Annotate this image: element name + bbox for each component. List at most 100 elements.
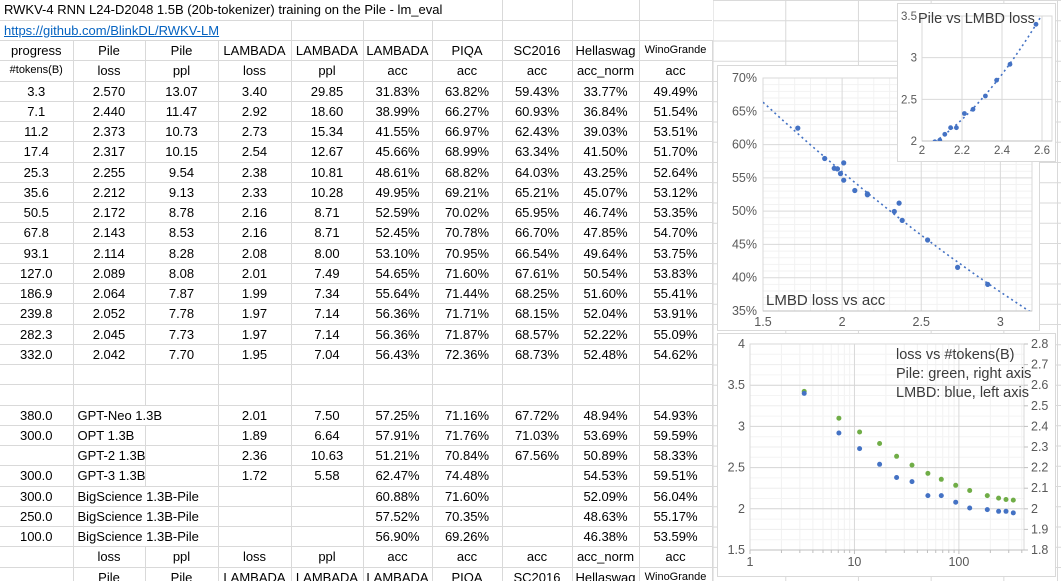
table-cell[interactable]: 50.54%	[572, 263, 640, 285]
table-cell[interactable]	[145, 465, 219, 487]
column-header-lambada[interactable]: LAMBADA	[218, 40, 292, 62]
table-cell[interactable]: 68.15%	[502, 303, 573, 325]
table-cell[interactable]: 7.14	[291, 324, 364, 345]
table-cell[interactable]: 2.92	[218, 101, 292, 123]
table-cell[interactable]: 51.54%	[639, 101, 713, 123]
table-cell[interactable]: 63.34%	[502, 141, 573, 163]
table-cell[interactable]: acc	[639, 546, 713, 568]
table-cell[interactable]: 56.36%	[363, 303, 433, 325]
table-cell[interactable]: 7.04	[291, 344, 364, 366]
table-cell[interactable]: 49.49%	[639, 81, 713, 102]
link-cell[interactable]: https://github.com/BlinkDL/RWKV-LM	[0, 20, 713, 42]
table-cell[interactable]: LAMBADA	[363, 567, 433, 581]
column-header-winogrande[interactable]: WinoGrande	[639, 40, 713, 62]
table-cell[interactable]: 55.17%	[639, 506, 713, 528]
table-cell[interactable]: acc	[502, 546, 573, 568]
table-cell[interactable]: 64.03%	[502, 162, 573, 183]
table-cell[interactable]: 8.28	[145, 243, 219, 264]
table-cell[interactable]: 46.38%	[572, 526, 640, 548]
table-cell[interactable]: 56.90%	[363, 526, 433, 548]
table-cell[interactable]: PIQA	[432, 567, 503, 581]
table-cell[interactable]: 67.56%	[502, 445, 573, 467]
table-cell[interactable]: GPT-3 1.3B	[73, 465, 146, 487]
table-cell[interactable]: 9.54	[145, 162, 219, 183]
table-cell[interactable]: 6.64	[291, 425, 364, 447]
column-subheader-loss[interactable]: loss	[73, 60, 146, 82]
table-cell[interactable]: 70.95%	[432, 243, 503, 264]
table-cell[interactable]	[572, 384, 640, 406]
table-cell[interactable]: 2.01	[218, 405, 292, 426]
table-cell[interactable]: 1.99	[218, 283, 292, 305]
table-cell[interactable]	[0, 445, 74, 467]
table-cell[interactable]: 2.143	[73, 222, 146, 244]
table-cell[interactable]: 52.64%	[639, 162, 713, 183]
table-cell[interactable]: 1.97	[218, 303, 292, 325]
table-cell[interactable]: 46.74%	[572, 202, 640, 224]
table-cell[interactable]: 51.60%	[572, 283, 640, 305]
table-cell[interactable]: 7.34	[291, 283, 364, 305]
table-cell[interactable]: 250.0	[0, 506, 74, 528]
table-cell[interactable]: 2.089	[73, 263, 146, 285]
table-cell[interactable]: 2.114	[73, 243, 146, 264]
table-cell[interactable]: 66.27%	[432, 101, 503, 123]
column-header-lambada[interactable]: LAMBADA	[291, 40, 364, 62]
table-cell[interactable]: 52.45%	[363, 222, 433, 244]
table-cell[interactable]	[291, 364, 364, 386]
table-cell[interactable]: 57.91%	[363, 425, 433, 447]
table-cell[interactable]: 69.26%	[432, 526, 503, 548]
table-cell[interactable]	[145, 364, 219, 386]
table-cell[interactable]: 59.59%	[639, 425, 713, 447]
table-cell[interactable]: 45.07%	[572, 182, 640, 204]
table-cell[interactable]: 57.25%	[363, 405, 433, 426]
table-cell[interactable]	[0, 546, 74, 568]
table-cell[interactable]: loss	[73, 546, 146, 568]
table-cell[interactable]	[73, 364, 146, 386]
table-cell[interactable]	[0, 384, 74, 406]
column-subheader-acc[interactable]: acc	[363, 60, 433, 82]
table-cell[interactable]: 2.064	[73, 283, 146, 305]
table-cell[interactable]: Hellaswag	[572, 567, 640, 581]
table-cell[interactable]: 31.83%	[363, 81, 433, 102]
table-cell[interactable]	[291, 506, 364, 528]
table-cell[interactable]: Pile	[145, 567, 219, 581]
column-header-piqa[interactable]: PIQA	[432, 40, 503, 62]
table-cell[interactable]: 2.01	[218, 263, 292, 285]
table-cell[interactable]	[218, 486, 292, 507]
table-cell[interactable]: 10.73	[145, 121, 219, 143]
table-cell[interactable]: 60.88%	[363, 486, 433, 507]
table-cell[interactable]: 12.67	[291, 141, 364, 163]
table-cell[interactable]: SC2016	[502, 567, 573, 581]
table-cell[interactable]: 62.47%	[363, 465, 433, 487]
table-cell[interactable]: 2.255	[73, 162, 146, 183]
table-cell[interactable]: 239.8	[0, 303, 74, 325]
table-cell[interactable]: 17.4	[0, 141, 74, 163]
table-cell[interactable]: 2.045	[73, 324, 146, 345]
table-cell[interactable]: 70.35%	[432, 506, 503, 528]
table-cell[interactable]: 29.85	[291, 81, 364, 102]
table-cell[interactable]	[363, 384, 433, 406]
table-cell[interactable]: 2.36	[218, 445, 292, 467]
table-cell[interactable]: 53.75%	[639, 243, 713, 264]
column-header-progress[interactable]: progress	[0, 40, 74, 62]
table-cell[interactable]: 50.5	[0, 202, 74, 224]
table-cell[interactable]: 56.36%	[363, 324, 433, 345]
table-cell[interactable]: 52.22%	[572, 324, 640, 345]
table-cell[interactable]: 70.84%	[432, 445, 503, 467]
table-cell[interactable]: 7.78	[145, 303, 219, 325]
table-cell[interactable]	[218, 526, 292, 548]
table-cell[interactable]: 2.73	[218, 121, 292, 143]
table-cell[interactable]	[432, 364, 503, 386]
column-header-lambada[interactable]: LAMBADA	[363, 40, 433, 62]
table-cell[interactable]: 41.55%	[363, 121, 433, 143]
table-cell[interactable]: 67.72%	[502, 405, 573, 426]
table-cell[interactable]: 66.70%	[502, 222, 573, 244]
table-cell[interactable]: 68.82%	[432, 162, 503, 183]
table-cell[interactable]: 11.2	[0, 121, 74, 143]
table-cell[interactable]: 1.72	[218, 465, 292, 487]
table-cell[interactable]: 65.95%	[502, 202, 573, 224]
table-cell[interactable]	[502, 486, 573, 507]
table-cell[interactable]: 71.44%	[432, 283, 503, 305]
column-subheader-loss[interactable]: loss	[218, 60, 292, 82]
table-cell[interactable]	[145, 425, 219, 447]
table-cell[interactable]: BigScience 1.3B-Pile	[73, 526, 219, 548]
